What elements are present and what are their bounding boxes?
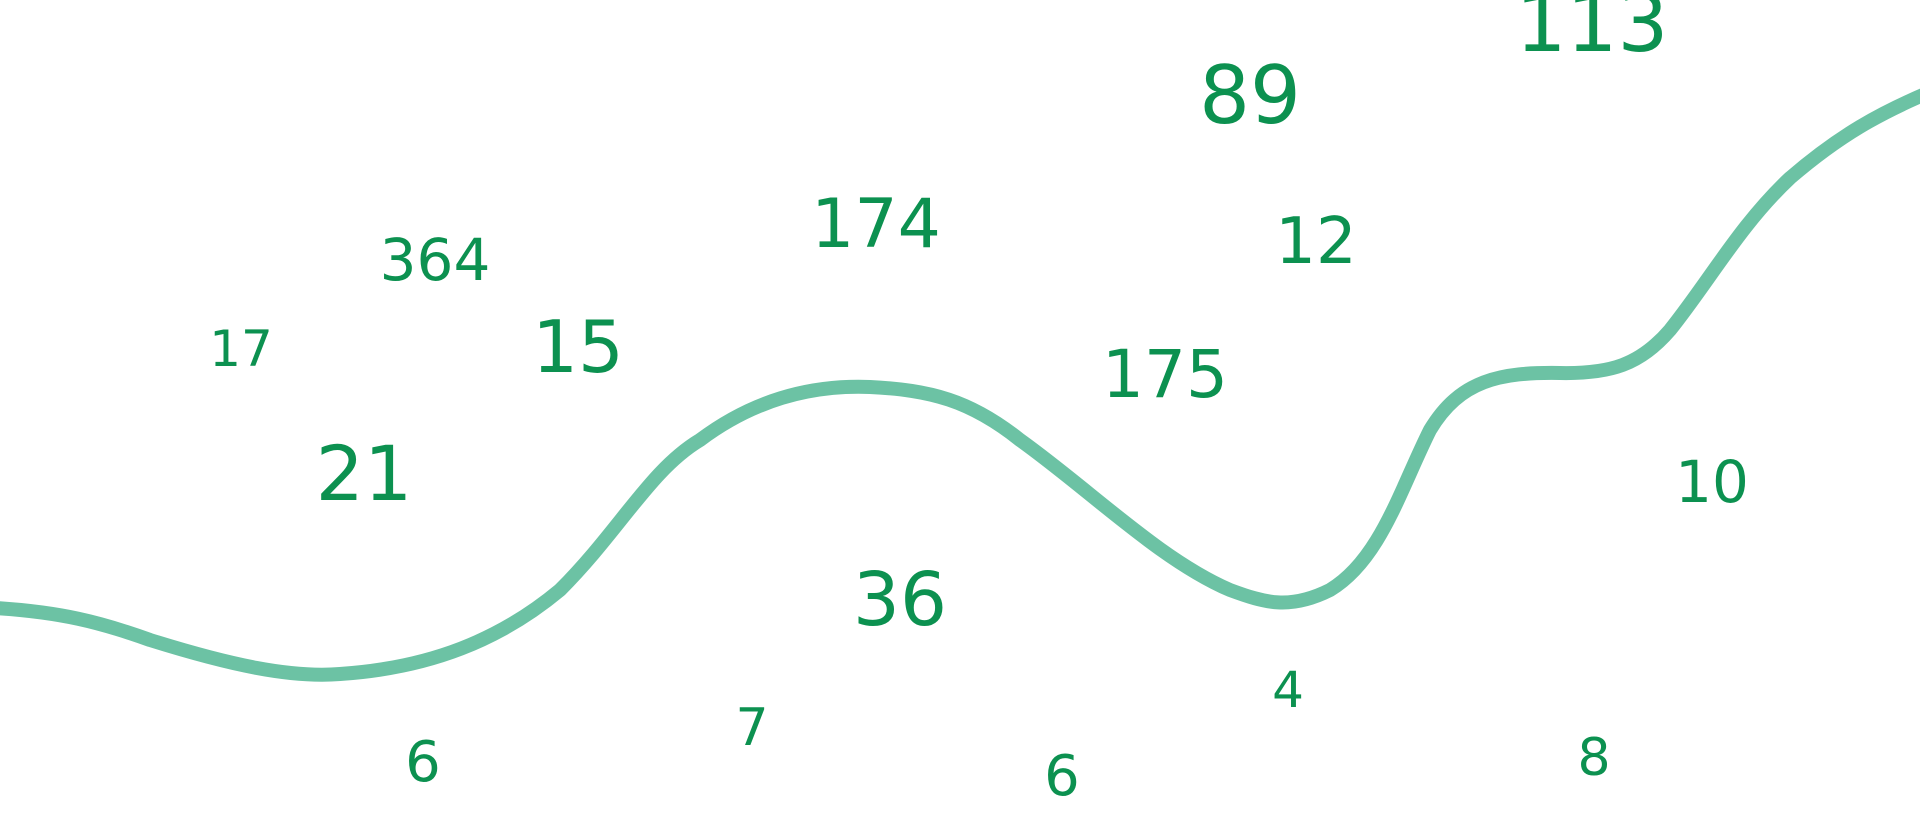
number-label: 10	[1675, 448, 1749, 516]
number-label: 113	[1515, 0, 1669, 70]
number-label: 174	[811, 185, 941, 264]
number-label: 364	[379, 226, 491, 294]
number-label: 21	[315, 429, 413, 518]
wave-line	[0, 88, 1920, 682]
number-label: 36	[852, 557, 948, 643]
number-label: 8	[1577, 728, 1611, 788]
number-label: 6	[1044, 744, 1080, 809]
number-label: 4	[1272, 661, 1304, 719]
number-label: 7	[735, 698, 769, 758]
number-label: 17	[209, 320, 273, 378]
number-label: 89	[1199, 49, 1301, 142]
number-label: 15	[532, 305, 624, 389]
number-label: 6	[405, 730, 441, 795]
number-label: 12	[1275, 205, 1357, 279]
number-label: 175	[1102, 336, 1228, 413]
